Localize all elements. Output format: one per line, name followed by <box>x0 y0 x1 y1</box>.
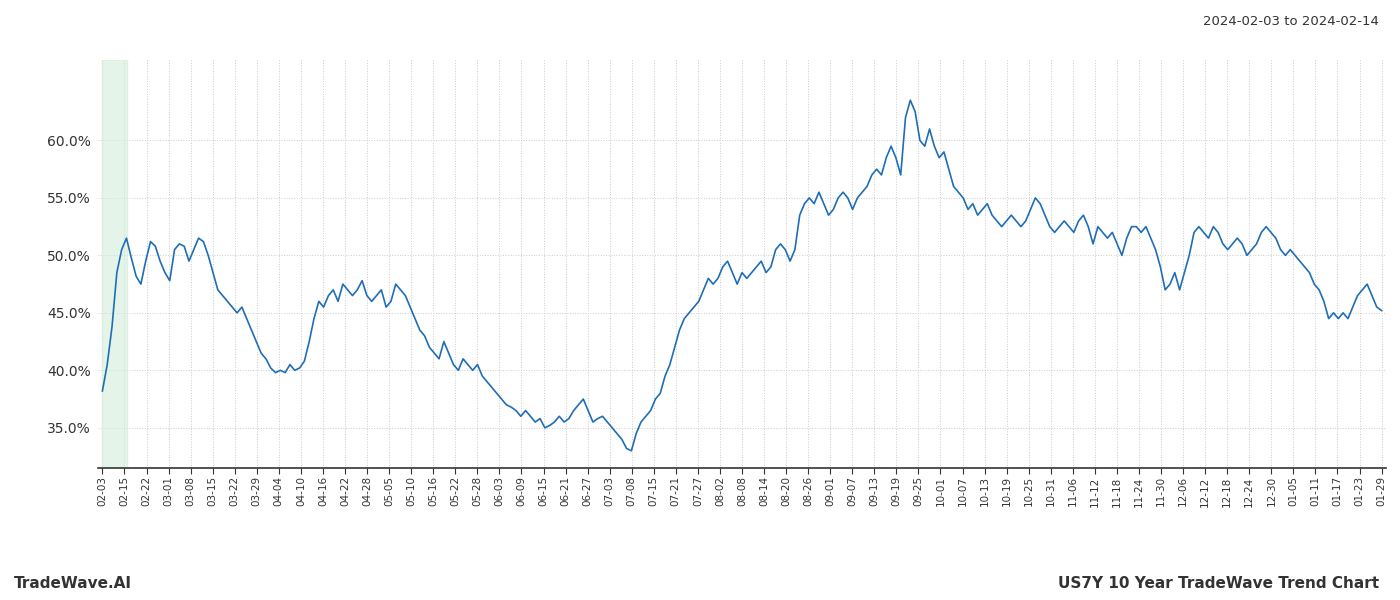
Text: US7Y 10 Year TradeWave Trend Chart: US7Y 10 Year TradeWave Trend Chart <box>1058 576 1379 591</box>
Text: 2024-02-03 to 2024-02-14: 2024-02-03 to 2024-02-14 <box>1203 15 1379 28</box>
Text: TradeWave.AI: TradeWave.AI <box>14 576 132 591</box>
Bar <box>102 60 126 468</box>
